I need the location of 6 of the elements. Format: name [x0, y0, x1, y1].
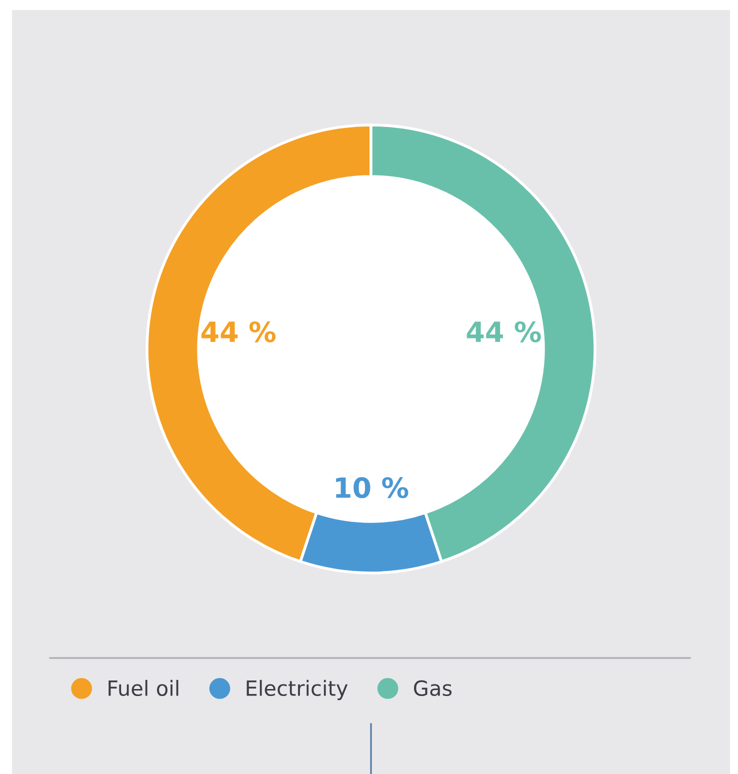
legend-label: Electricity	[246, 680, 348, 700]
legend-label: Gas	[414, 680, 452, 696]
legend-label: Fuel oil	[108, 680, 178, 696]
data-label: 10 %	[336, 477, 408, 498]
data-label: 44 %	[201, 321, 276, 342]
data-label: 44 %	[466, 321, 541, 342]
